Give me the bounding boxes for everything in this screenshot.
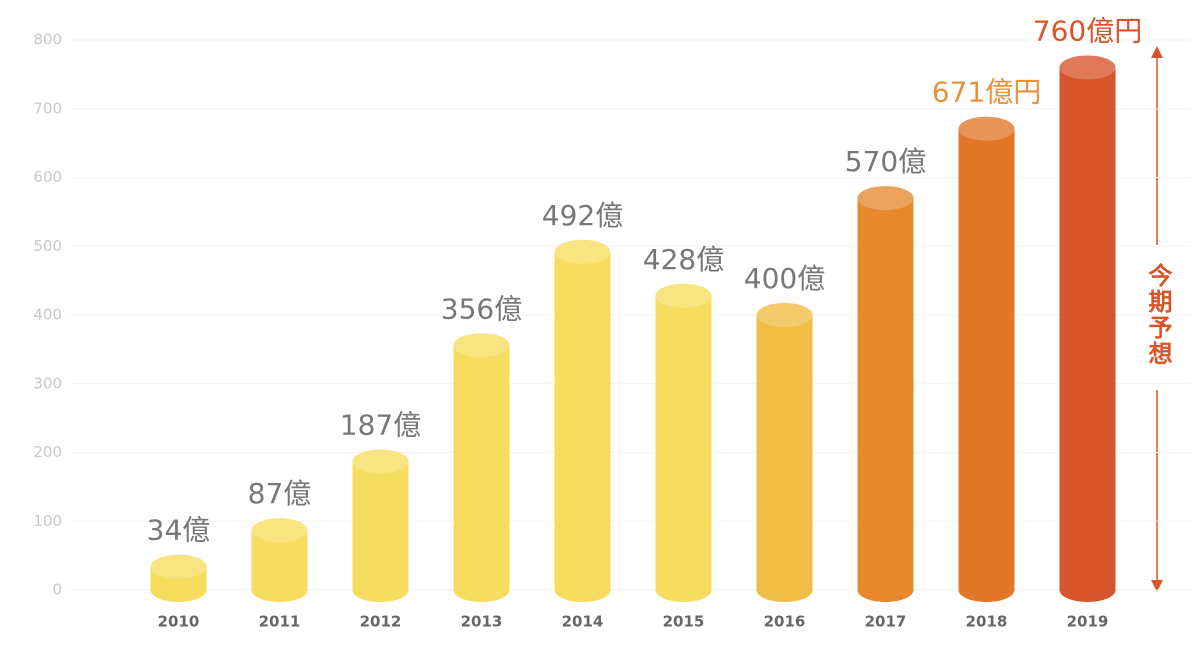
- y-tick-label: 200: [33, 443, 62, 461]
- bar-top: [150, 554, 207, 579]
- bar-top: [655, 283, 712, 308]
- value-label: 671億円: [932, 76, 1041, 109]
- bar: [352, 461, 409, 590]
- bar: [1059, 67, 1116, 590]
- y-tick-label: 0: [52, 581, 62, 599]
- bar-top: [1059, 55, 1116, 80]
- bar-top-highlight: [958, 116, 1015, 141]
- y-tick-label: 700: [33, 99, 62, 117]
- y-tick-label: 400: [33, 306, 62, 324]
- bar-top: [251, 518, 308, 543]
- x-tick-label: 2012: [360, 613, 402, 631]
- bar: [958, 128, 1015, 590]
- value-label: 492億: [542, 199, 623, 232]
- bar: [857, 198, 914, 590]
- bar: [655, 295, 712, 590]
- x-tick-label: 2015: [663, 613, 705, 631]
- bar-top-highlight: [756, 303, 813, 327]
- bar-top-highlight: [857, 186, 914, 211]
- bar: [756, 315, 813, 590]
- value-label: 34億: [147, 514, 211, 547]
- value-label: 356億: [441, 292, 522, 325]
- y-tick-label: 500: [33, 237, 62, 255]
- bar-top-highlight: [251, 518, 308, 543]
- bar-top-highlight: [655, 283, 712, 308]
- y-tick-label: 100: [33, 512, 62, 530]
- bar-top: [756, 303, 813, 327]
- forecast-arrow: [1151, 46, 1163, 592]
- y-tick-label: 300: [33, 374, 62, 392]
- bar-top-highlight: [554, 239, 611, 264]
- x-tick-label: 2010: [158, 613, 200, 631]
- bar: [453, 345, 510, 590]
- value-label: 428億: [643, 243, 724, 276]
- value-label: 570億: [845, 145, 926, 178]
- bar-top: [352, 449, 409, 474]
- x-tick-label: 2019: [1067, 613, 1109, 631]
- value-label: 400億: [744, 262, 825, 295]
- value-label: 187億: [340, 408, 421, 441]
- x-tick-label: 2011: [259, 613, 301, 631]
- x-tick-label: 2013: [461, 613, 503, 631]
- bar-top: [958, 116, 1015, 141]
- bar-top-highlight: [150, 554, 207, 579]
- bar-top-highlight: [453, 333, 510, 358]
- bar-top: [857, 186, 914, 211]
- x-tick-label: 2016: [764, 613, 806, 631]
- y-tick-label: 600: [33, 168, 62, 186]
- bar-top: [453, 333, 510, 358]
- bar-top-highlight: [352, 449, 409, 474]
- value-label: 760億円: [1033, 15, 1142, 48]
- bar-top-highlight: [1059, 55, 1116, 80]
- value-label: 87億: [248, 477, 312, 510]
- x-tick-label: 2018: [966, 613, 1008, 631]
- x-tick-label: 2017: [865, 613, 907, 631]
- x-tick-label: 2014: [562, 613, 604, 631]
- bar: [554, 251, 611, 590]
- bar-top: [554, 239, 611, 264]
- y-tick-label: 800: [33, 31, 62, 49]
